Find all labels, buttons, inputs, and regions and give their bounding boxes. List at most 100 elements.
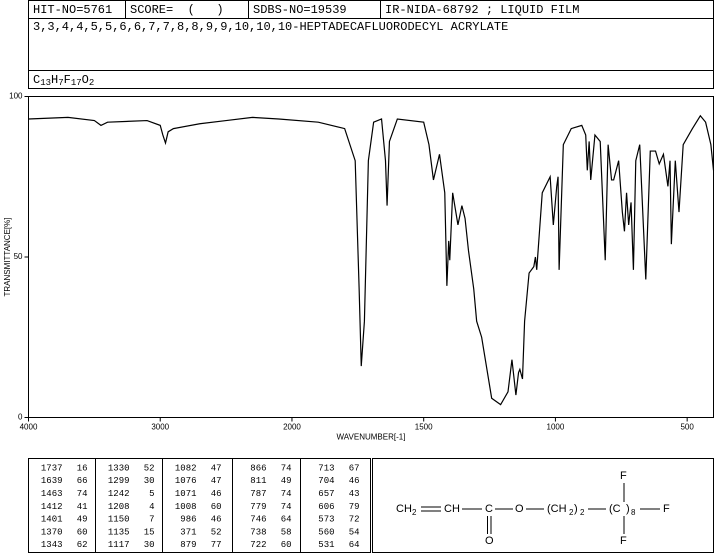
y-tick-label: 50: [14, 252, 23, 261]
peak-wavenumber: 746: [250, 515, 266, 525]
peak-transmittance: 52: [211, 527, 222, 537]
compound-name: 3,3,4,4,5,5,6,6,7,7,8,8,9,9,10,10,10-HEP…: [33, 20, 508, 34]
peak-wavenumber: 1076: [175, 476, 197, 486]
atom: (CH: [547, 503, 567, 515]
header: HIT-NO=5761 SCORE= ( ) SDBS-NO=19539 IR-…: [28, 0, 714, 89]
peak-transmittance: 52: [144, 463, 155, 473]
peak-wavenumber: 713: [318, 463, 334, 473]
peak-wavenumber: 573: [318, 515, 334, 525]
sdbs-no: SDBS-NO=19539: [253, 3, 347, 17]
peak-transmittance: 74: [281, 463, 292, 473]
formula: C13H7F17O2: [33, 73, 94, 88]
y-axis-label: TRANSMITTANCE[%]: [3, 218, 12, 297]
atom: (C: [609, 503, 621, 515]
atom: CH: [444, 503, 460, 515]
subscript: 8: [631, 508, 636, 517]
peak-transmittance: 30: [144, 540, 155, 550]
peak-transmittance: 47: [211, 476, 222, 486]
atom: O: [515, 503, 524, 515]
formula-element: H: [51, 73, 58, 87]
peak-wavenumber: 531: [318, 540, 334, 550]
peak-transmittance: 49: [281, 476, 292, 486]
formula-element: F: [64, 73, 71, 87]
peak-wavenumber: 738: [250, 527, 266, 537]
peak-transmittance: 60: [211, 502, 222, 512]
peak-wavenumber: 1242: [108, 489, 130, 499]
subscript: 2: [580, 508, 585, 517]
peak-wavenumber: 811: [250, 476, 266, 486]
score: SCORE= ( ): [130, 3, 224, 17]
x-tick-label: 1500: [415, 423, 433, 432]
peak-wavenumber: 560: [318, 527, 334, 537]
peak-transmittance: 58: [281, 527, 292, 537]
peak-transmittance: 15: [144, 527, 155, 537]
peak-wavenumber: 1370: [41, 527, 63, 537]
peak-transmittance: 4: [149, 502, 154, 512]
peak-transmittance: 74: [281, 502, 292, 512]
formula-element: C: [33, 73, 40, 87]
x-tick-label: 500: [680, 423, 694, 432]
atom: C: [485, 503, 493, 515]
peak-wavenumber: 866: [250, 463, 266, 473]
y-tick-label: 0: [18, 413, 23, 422]
formula-element: O: [82, 73, 89, 87]
peak-transmittance: 46: [349, 476, 360, 486]
peak-wavenumber: 1208: [108, 502, 130, 512]
peak-transmittance: 54: [349, 527, 360, 537]
peak-transmittance: 60: [77, 527, 88, 537]
atom: CH: [396, 503, 412, 515]
peak-transmittance: 46: [211, 489, 222, 499]
hit-no: HIT-NO=5761: [33, 3, 112, 17]
peak-wavenumber: 1412: [41, 502, 63, 512]
spectrum-line: [28, 114, 715, 406]
peak-transmittance: 62: [77, 540, 88, 550]
peak-transmittance: 46: [211, 515, 222, 525]
formula-subscript: 13: [40, 78, 51, 88]
peak-transmittance: 66: [77, 476, 88, 486]
peak-transmittance: 74: [77, 489, 88, 499]
subscript: 2: [412, 508, 417, 517]
peak-transmittance: 64: [349, 540, 360, 550]
peak-wavenumber: 657: [318, 489, 334, 499]
x-tick-label: 1000: [547, 423, 565, 432]
peak-transmittance: 43: [349, 489, 360, 499]
peak-wavenumber: 704: [318, 476, 334, 486]
peak-transmittance: 41: [77, 502, 88, 512]
formula-subscript: 7: [58, 78, 63, 88]
peak-wavenumber: 1008: [175, 502, 197, 512]
peak-wavenumber: 879: [180, 540, 196, 550]
peak-wavenumber: 722: [250, 540, 266, 550]
peak-wavenumber: 1117: [108, 540, 130, 550]
peak-wavenumber: 1330: [108, 463, 130, 473]
peak-transmittance: 7: [149, 515, 154, 525]
x-tick-label: 3000: [151, 423, 169, 432]
peak-transmittance: 74: [281, 489, 292, 499]
peak-wavenumber: 1071: [175, 489, 197, 499]
peak-transmittance: 64: [281, 515, 292, 525]
atom: F: [663, 503, 670, 515]
peak-wavenumber: 1150: [108, 515, 130, 525]
peak-transmittance: 30: [144, 476, 155, 486]
x-axis-label: WAVENUMBER[-1]: [337, 433, 406, 442]
peak-wavenumber: 606: [318, 502, 334, 512]
atom: ): [626, 503, 630, 515]
peak-wavenumber: 779: [250, 502, 266, 512]
plot: 0 50 100 4000 3000 2000 1500 1000 500 WAVENUMBER[…: [3, 92, 715, 442]
peak-wavenumber: 1639: [41, 476, 63, 486]
formula-subscript: 2: [89, 78, 94, 88]
formula-subscript: 17: [71, 78, 82, 88]
atom: O: [485, 535, 494, 547]
peak-transmittance: 67: [349, 463, 360, 473]
atom: F: [620, 535, 627, 547]
peak-wavenumber: 787: [250, 489, 266, 499]
peak-wavenumber: 1299: [108, 476, 130, 486]
peak-transmittance: 72: [349, 515, 360, 525]
ir-id: IR-NIDA-68792 ; LIQUID FILM: [385, 3, 579, 17]
peak-wavenumber: 986: [180, 515, 196, 525]
peak-transmittance: 49: [77, 515, 88, 525]
peak-wavenumber: 1463: [41, 489, 63, 499]
peak-wavenumber: 371: [180, 527, 196, 537]
peak-transmittance: 60: [281, 540, 292, 550]
